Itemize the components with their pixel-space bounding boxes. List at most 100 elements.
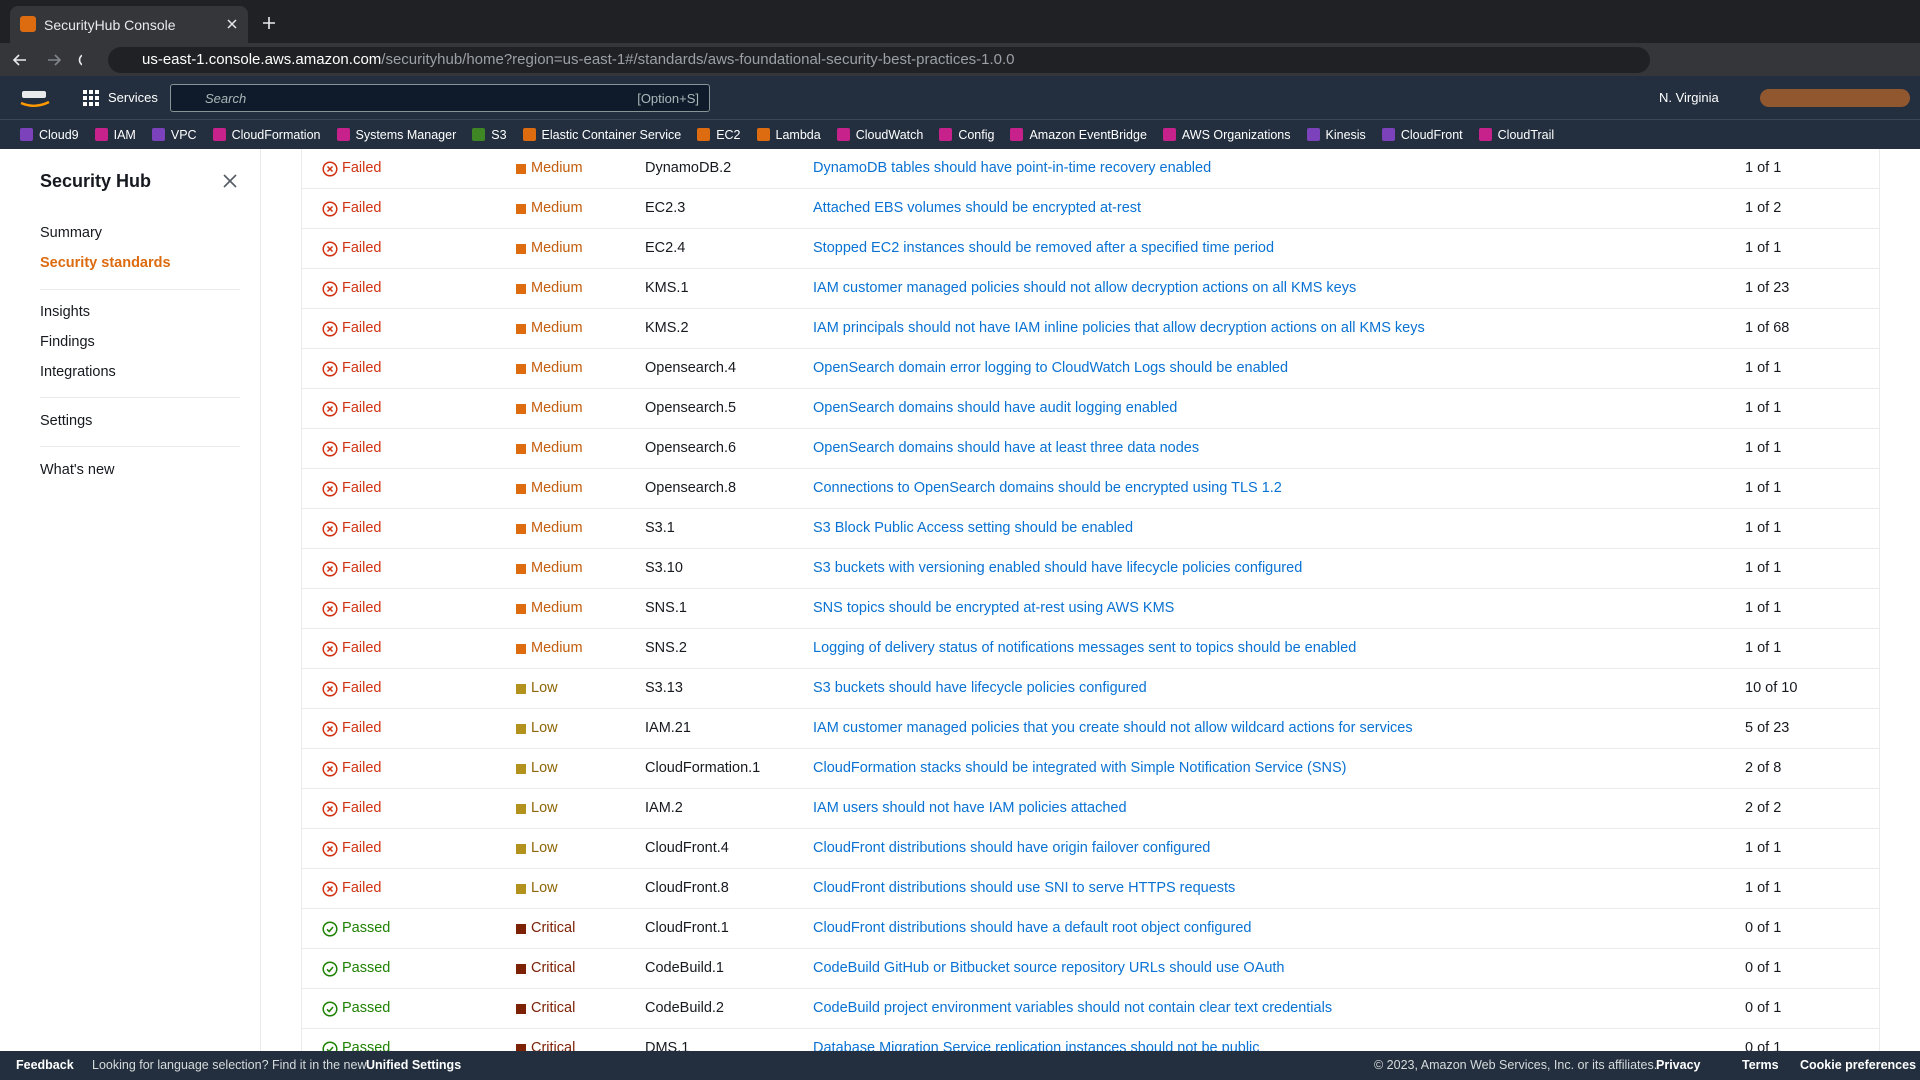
icon [322,761,338,777]
status: Failed [342,640,382,656]
status: Passed [342,1040,391,1051]
control-title-link[interactable]: Stopped EC2 instances should be removed … [813,240,1275,256]
services-icon [83,90,99,106]
control-title-link[interactable]: CloudFormation stacks should be integrat… [813,760,1347,776]
control-title-link[interactable]: SNS topics should be encrypted at-rest u… [813,600,1175,616]
control-title-link[interactable]: IAM principals should not have IAM inlin… [813,320,1425,336]
control-title-link[interactable]: IAM users should not have IAM policies a… [813,800,1127,816]
control-title-link[interactable]: OpenSearch domains should have at least … [813,440,1200,456]
severity-swatch [516,724,526,734]
table-row: Failed Low IAM.2 IAM users should not have … [302,789,1879,829]
account-menu[interactable] [1760,89,1910,107]
sidebar-item[interactable]: Settings [40,413,93,429]
control-title-link[interactable]: Connections to OpenSearch domains should… [813,480,1282,496]
icon-part [326,885,334,893]
bookmark-icon [1381,128,1395,141]
services-button[interactable]: Services [108,90,158,105]
severity: Medium [531,440,583,456]
severity: Critical [531,920,576,936]
control-title-link[interactable]: CloudFront distributions should have a d… [813,920,1252,936]
icon [322,561,338,577]
control-title-link[interactable]: DynamoDB tables should have point-in-tim… [813,160,1212,176]
bookmark[interactable]: Cloud9 [20,128,79,142]
browser-tab[interactable]: SecurityHub Console [10,6,248,43]
sidebar-item[interactable]: Summary [40,225,103,241]
nav-buttons[interactable] [12,52,82,68]
bookmark[interactable]: Lambda [756,128,821,142]
control-title-link[interactable]: CodeBuild GitHub or Bitbucket source rep… [813,960,1285,976]
control-title-link[interactable]: S3 Block Public Access setting should be… [813,520,1134,536]
severity-swatch [516,564,526,574]
control-title-link[interactable]: OpenSearch domain error logging to Cloud… [813,360,1289,376]
bookmark[interactable]: Kinesis [1306,128,1366,142]
sidebar-item[interactable]: Findings [40,334,95,350]
control-id: Opensearch.8 [645,480,737,496]
footer-link[interactable]: Terms [1742,1058,1779,1072]
failed-checks: 1 of 1 [1745,160,1782,176]
bookmark[interactable]: CloudFormation [212,128,321,142]
control-id: IAM.21 [645,720,691,736]
bookmark[interactable]: Config [939,128,994,142]
bookmark-icon [472,128,486,141]
footer-link[interactable]: Privacy [1656,1058,1701,1072]
control-title-link[interactable]: IAM customer managed policies that you c… [813,720,1413,736]
sidebar-item[interactable]: Security standards [40,255,171,271]
icon [322,201,338,217]
control-title-link[interactable]: CloudFront distributions should use SNI … [813,880,1236,896]
status: Failed [342,440,382,456]
failed-checks: 2 of 2 [1745,800,1782,816]
tab-close[interactable] [226,18,238,30]
failed-checks: 0 of 1 [1745,1000,1782,1016]
control-title-link[interactable]: S3 buckets with versioning enabled shoul… [813,560,1303,576]
control-title-link[interactable]: Logging of delivery status of notificati… [813,640,1357,656]
bookmark-icon [1010,128,1024,141]
sidebar-item[interactable]: Integrations [40,364,116,380]
unified-settings-link[interactable]: Unified Settings [366,1058,462,1072]
severity-swatch [516,484,526,494]
control-title-link[interactable]: CodeBuild project environment variables … [813,1000,1333,1016]
aws-logo[interactable] [18,88,52,108]
control-title-link[interactable]: S3 buckets should have lifecycle policie… [813,680,1147,696]
bookmark-label: CloudTrail [1497,127,1555,142]
bookmark[interactable]: IAM [94,128,136,142]
sidebar-divider [40,397,240,398]
control-title-link[interactable]: IAM customer managed policies should not… [813,280,1357,296]
url-bar[interactable]: us-east-1.console.aws.amazon.com/securit… [108,47,1650,73]
search-box[interactable]: Search [Option+S] [170,84,710,112]
bookmark[interactable]: CloudFront [1381,128,1463,142]
failed-checks: 1 of 1 [1745,480,1782,496]
bookmark[interactable]: EC2 [697,128,741,142]
icon-part [322,601,338,617]
new-tab[interactable] [262,16,276,30]
bookmark-icon [212,128,226,141]
control-id: CloudFront.1 [645,920,729,936]
table-row: Passed Critical CodeBuild.1 CodeBuild GitHu… [302,949,1879,989]
bookmark[interactable]: AWS Organizations [1162,128,1291,142]
control-id: Opensearch.5 [645,400,737,416]
icon-part [326,805,334,813]
bookmark[interactable]: CloudWatch [836,128,923,142]
severity: Medium [531,160,583,176]
bookmark[interactable]: Elastic Container Service [522,128,681,142]
copyright: © 2023, Amazon Web Services, Inc. or its… [1374,1058,1658,1072]
icon-part [326,565,334,573]
control-title-link[interactable]: Attached EBS volumes should be encrypted… [813,200,1142,216]
bookmark[interactable]: S3 [472,128,507,142]
control-title-link[interactable]: CloudFront distributions should have ori… [813,840,1211,856]
bookmark[interactable]: VPC [151,128,197,142]
bookmark[interactable]: CloudTrail [1478,127,1555,142]
control-title-link[interactable]: Database Migration Service replication i… [813,1040,1260,1051]
status: Failed [342,880,382,896]
feedback-link[interactable]: Feedback [16,1058,74,1072]
control-id: CodeBuild.2 [645,1000,724,1016]
control-title-link[interactable]: OpenSearch domains should have audit log… [813,400,1178,416]
bookmark[interactable]: Amazon EventBridge [1010,128,1147,142]
sidebar-item[interactable]: What's new [40,462,115,478]
sidebar-item[interactable]: Insights [40,304,90,320]
region-selector[interactable]: N. Virginia [1659,90,1719,105]
control-id: KMS.1 [645,280,689,296]
footer-link[interactable]: Cookie preferences [1800,1058,1917,1072]
bookmark[interactable]: Systems Manager [336,128,456,142]
sidebar-close[interactable] [223,174,237,188]
table-row: Passed Critical CloudFront.1 CloudFront dis… [302,909,1879,949]
